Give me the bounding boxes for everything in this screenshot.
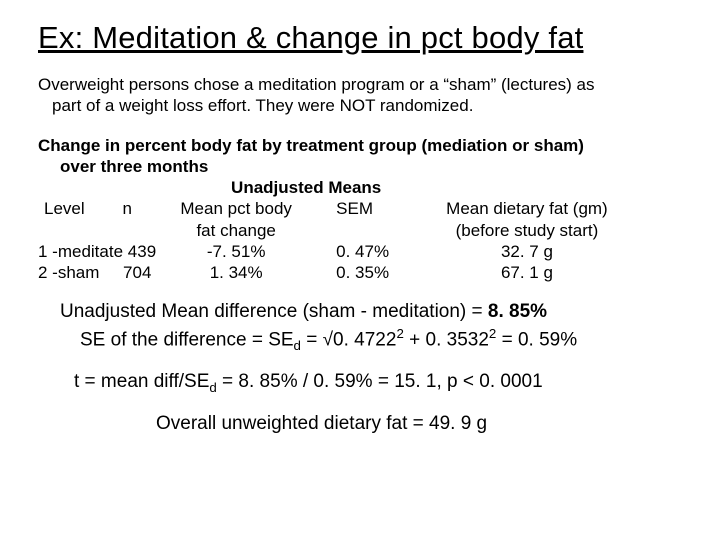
overall-line: Overall unweighted dietary fat = 49. 9 g: [38, 411, 682, 437]
col-mean: Mean pct bodyfat change: [166, 198, 306, 241]
cell-diet: 67. 1 g: [446, 262, 608, 283]
col-sem: SEM: [306, 198, 446, 241]
cell-diet: 32. 7 g: [446, 241, 608, 262]
cell-sem: 0. 47%: [306, 241, 446, 262]
col-dietary: Mean dietary fat (gm)(before study start…: [446, 198, 608, 241]
table-row: 1 -meditate 439 -7. 51% 0. 47% 32. 7 g: [38, 241, 608, 262]
caption-line1: Change in percent body fat by treatment …: [38, 135, 682, 156]
intro-line1: Overweight persons chose a meditation pr…: [38, 74, 682, 95]
se-line: SE of the difference = SEd = √0. 47222 +…: [38, 325, 682, 355]
t-stat-line: t = mean diff/SEd = 8. 85% / 0. 59% = 15…: [38, 369, 682, 397]
calculations: Unadjusted Mean difference (sham - medit…: [38, 299, 682, 436]
col-level: Level n: [38, 198, 156, 241]
table-header-row: Level n Mean pct bodyfat change SEM Mean…: [38, 198, 608, 241]
cell-mean: -7. 51%: [166, 241, 306, 262]
caption-line2: over three months: [38, 156, 682, 177]
slide-title: Ex: Meditation & change in pct body fat: [38, 20, 682, 56]
data-table: Unadjusted Means Level n Mean pct bodyfa…: [38, 177, 682, 283]
slide: Ex: Meditation & change in pct body fat …: [0, 0, 720, 436]
table-caption: Change in percent body fat by treatment …: [38, 135, 682, 178]
unadjusted-means-title: Unadjusted Means: [166, 177, 446, 198]
cell-mean: 1. 34%: [166, 262, 306, 283]
cell-sem: 0. 35%: [306, 262, 446, 283]
intro-line2: part of a weight loss effort. They were …: [38, 95, 682, 116]
intro-text: Overweight persons chose a meditation pr…: [38, 74, 682, 117]
table-row: 2 -sham 704 1. 34% 0. 35% 67. 1 g: [38, 262, 608, 283]
mean-diff-line: Unadjusted Mean difference (sham - medit…: [38, 299, 682, 325]
cell-level: 2 -sham 704: [38, 262, 156, 283]
cell-level: 1 -meditate 439: [38, 241, 156, 262]
